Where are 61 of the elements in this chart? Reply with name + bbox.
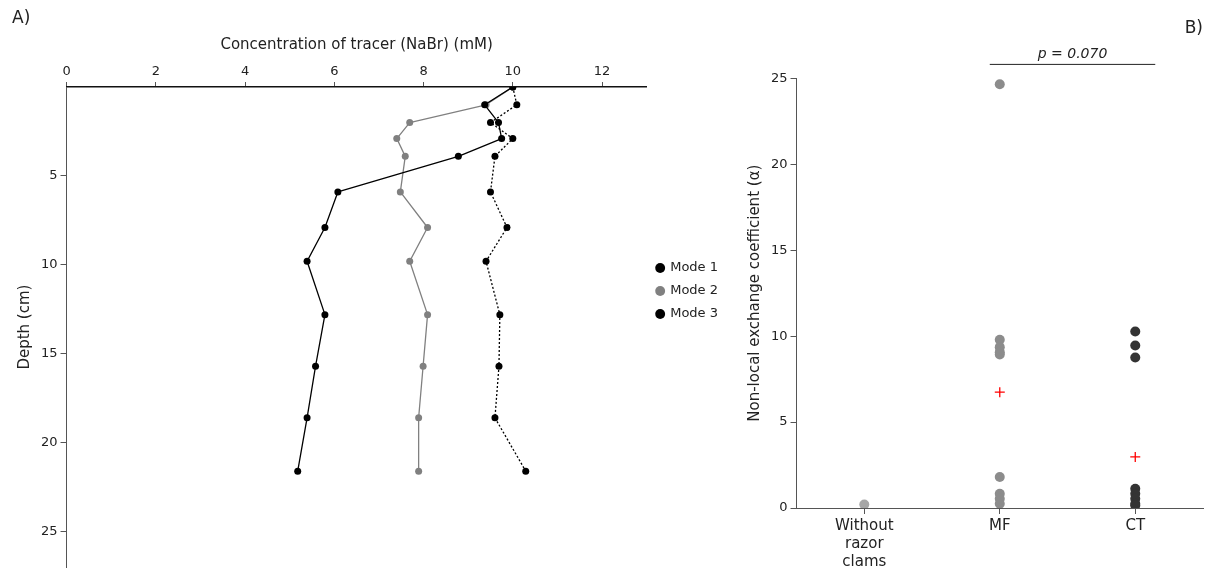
point bbox=[424, 311, 432, 319]
point bbox=[491, 414, 499, 422]
legend-label: Mode 2 bbox=[670, 282, 718, 298]
point bbox=[454, 152, 462, 160]
x-tick-label: 10 bbox=[504, 62, 522, 78]
point bbox=[495, 362, 503, 370]
point bbox=[321, 311, 329, 319]
point bbox=[393, 135, 401, 143]
y-axis-title: Depth (cm) bbox=[14, 284, 33, 370]
y-tick-label: 0 bbox=[779, 499, 788, 515]
point bbox=[415, 414, 423, 422]
y-tick-label: 20 bbox=[771, 155, 788, 171]
y-tick-label: 25 bbox=[771, 69, 788, 85]
point bbox=[509, 135, 517, 143]
chart-title: A) bbox=[12, 6, 31, 27]
point bbox=[312, 362, 320, 370]
x-tick-label: 0 bbox=[62, 62, 71, 78]
point bbox=[486, 119, 494, 127]
y-tick-label: 20 bbox=[41, 434, 58, 450]
point bbox=[303, 414, 311, 422]
x-tick-label: Without razor clams bbox=[834, 515, 894, 570]
legend-label: Mode 1 bbox=[670, 259, 718, 275]
y-tick-label: 10 bbox=[771, 327, 788, 343]
point bbox=[406, 119, 414, 127]
point bbox=[406, 257, 414, 265]
x-tick-label: CT bbox=[1125, 515, 1146, 534]
x-tick-label: 8 bbox=[419, 62, 428, 78]
chart-title: B) bbox=[1184, 16, 1203, 37]
y-tick-label: 15 bbox=[771, 241, 788, 257]
x-axis-title: Concentration of tracer (NaBr) (mM) bbox=[220, 35, 493, 54]
point bbox=[486, 188, 494, 196]
text: p = 0.070 bbox=[1036, 45, 1108, 62]
point bbox=[334, 188, 342, 196]
x-tick-label: 2 bbox=[151, 62, 160, 78]
y-tick-label: 15 bbox=[41, 345, 58, 361]
point bbox=[419, 362, 427, 370]
y-tick-label: 25 bbox=[41, 523, 58, 538]
point bbox=[424, 224, 432, 231]
point bbox=[522, 467, 530, 475]
point bbox=[498, 135, 506, 143]
legend-label: Mode 3 bbox=[670, 305, 718, 321]
point bbox=[496, 311, 504, 319]
point bbox=[321, 224, 329, 231]
point bbox=[513, 101, 521, 109]
point bbox=[396, 188, 404, 196]
point bbox=[401, 152, 409, 160]
x-tick-label: 4 bbox=[240, 62, 250, 78]
x-tick-label: MF bbox=[988, 515, 1011, 534]
y-tick-label: 5 bbox=[49, 167, 58, 183]
point bbox=[491, 152, 499, 160]
x-tick-label: 6 bbox=[330, 62, 339, 78]
y-tick-label: 5 bbox=[779, 413, 788, 429]
point bbox=[482, 257, 490, 265]
x-tick-label: 12 bbox=[593, 62, 611, 78]
y-tick-label: 10 bbox=[41, 256, 58, 272]
point bbox=[415, 467, 423, 475]
point bbox=[495, 119, 503, 127]
point bbox=[294, 467, 302, 475]
point bbox=[303, 257, 311, 265]
point bbox=[503, 224, 511, 231]
y-axis-title: Non-local exchange coefficient (α) bbox=[744, 164, 763, 422]
